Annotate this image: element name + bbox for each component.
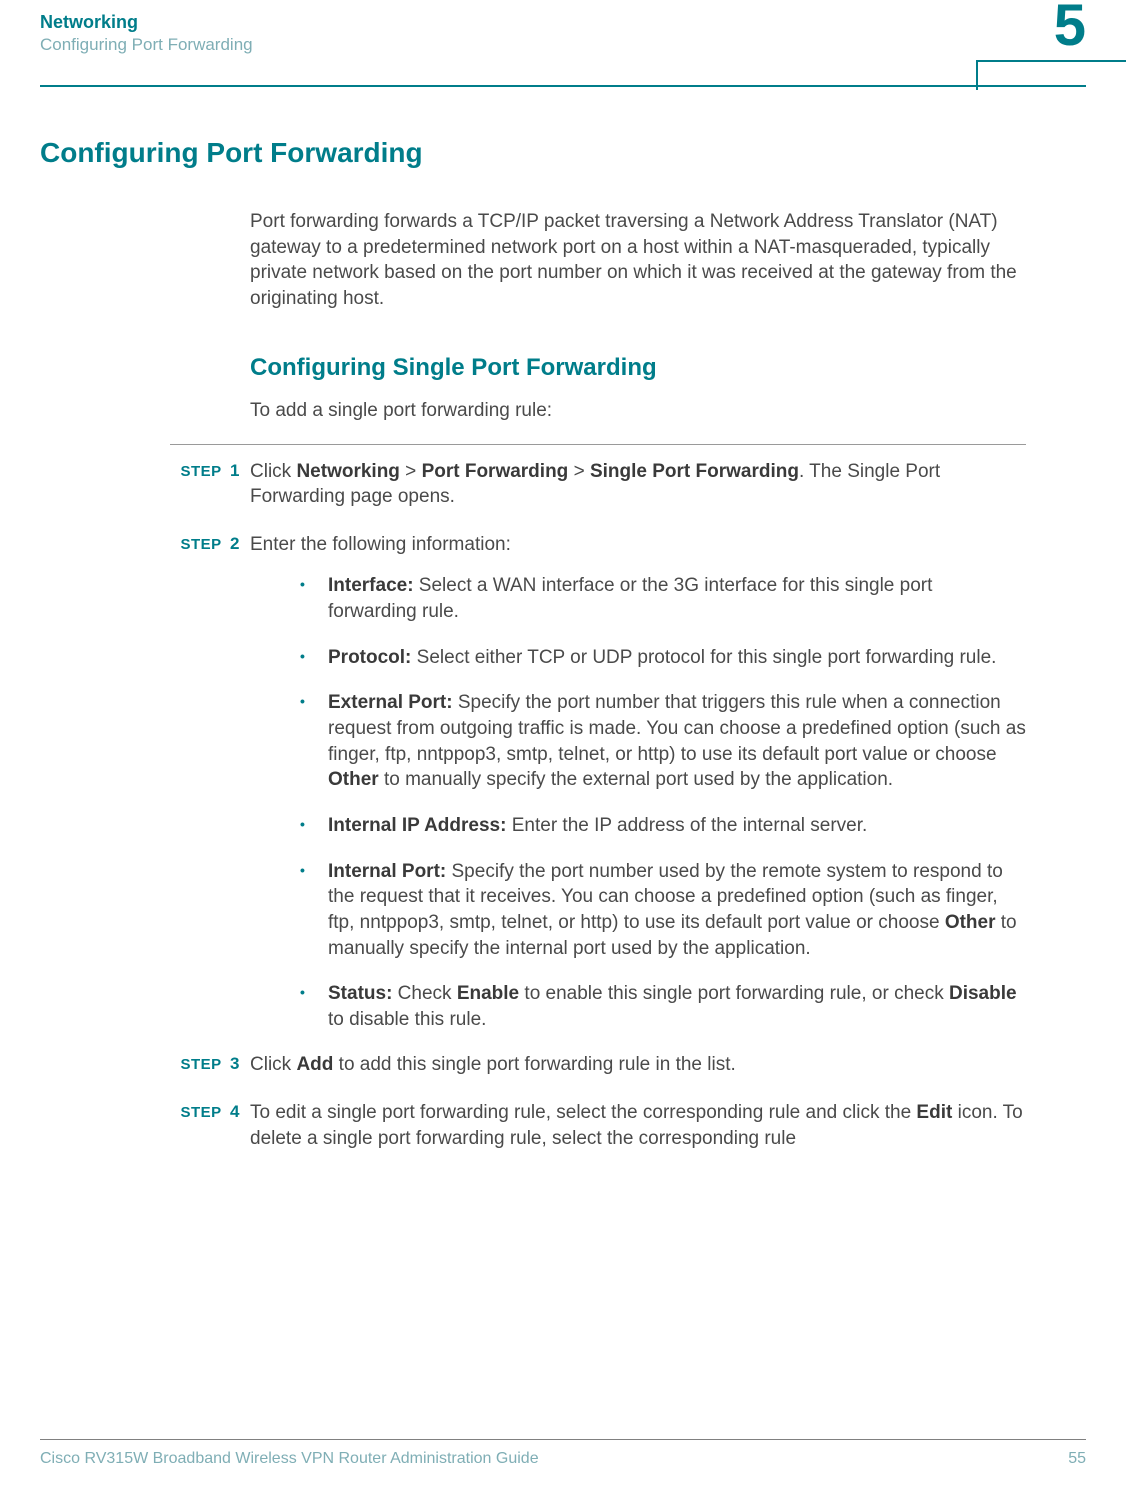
text-run: > (568, 461, 590, 482)
page-header: Networking Configuring Port Forwarding 5 (0, 0, 1126, 55)
text-run: Enter the following information: (250, 534, 511, 555)
subsection-title: Configuring Single Port Forwarding (250, 354, 1026, 382)
bullet-item: •Internal Port: Specify the port number … (300, 859, 1026, 962)
bullet-item: •Internal IP Address: Enter the IP addre… (300, 813, 1026, 839)
bold-text: Interface: (328, 575, 414, 596)
bullet-item: •Protocol: Select either TCP or UDP prot… (300, 645, 1026, 671)
header-section-subtitle: Configuring Port Forwarding (40, 35, 1086, 55)
bold-text: Other (328, 769, 379, 790)
text-run: Enter the IP address of the internal ser… (506, 815, 867, 836)
chapter-number: 5 (1054, 0, 1086, 59)
text-run: > (400, 461, 422, 482)
bullet-body: Protocol: Select either TCP or UDP proto… (328, 645, 1026, 671)
steps-list: STEP 1Click Networking > Port Forwarding… (40, 459, 1026, 1152)
step-label: STEP 3 (170, 1052, 250, 1078)
bold-text: External Port: (328, 692, 453, 713)
subsection-lead: To add a single port forwarding rule: (250, 400, 1026, 422)
bullet-item: •Interface: Select a WAN interface or th… (300, 573, 1026, 624)
step-row: STEP 3Click Add to add this single port … (40, 1052, 1026, 1078)
bold-text: Internal Port: (328, 861, 446, 882)
bold-text: Add (296, 1054, 333, 1075)
text-run: to manually specify the external port us… (379, 769, 893, 790)
bold-text: Enable (457, 983, 519, 1004)
bullet-list: •Interface: Select a WAN interface or th… (300, 573, 1026, 1032)
bullet-mark-icon: • (300, 690, 328, 793)
step-label: STEP 4 (170, 1100, 250, 1151)
bullet-mark-icon: • (300, 645, 328, 671)
text-run: Click (250, 461, 296, 482)
step-body: Click Networking > Port Forwarding > Sin… (250, 459, 1026, 510)
step-label: STEP 2 (170, 532, 250, 558)
step-row: STEP 4To edit a single port forwarding r… (40, 1100, 1026, 1151)
step-label: STEP 1 (170, 459, 250, 510)
text-run: Check (392, 983, 456, 1004)
step-body: Click Add to add this single port forwar… (250, 1052, 1026, 1078)
step-row: STEP 2Enter the following information: (40, 532, 1026, 558)
bold-text: Disable (949, 983, 1017, 1004)
page-content: Configuring Port Forwarding Port forward… (0, 87, 1126, 1151)
step-row: STEP 1Click Networking > Port Forwarding… (40, 459, 1026, 510)
bold-text: Port Forwarding (422, 461, 569, 482)
text-run: to enable this single port forwarding ru… (519, 983, 949, 1004)
bullet-mark-icon: • (300, 813, 328, 839)
footer-guide-title: Cisco RV315W Broadband Wireless VPN Rout… (40, 1450, 539, 1468)
bold-text: Single Port Forwarding (590, 461, 799, 482)
text-run: to disable this rule. (328, 1009, 486, 1030)
text-run: Select a WAN interface or the 3G interfa… (328, 575, 932, 622)
text-run: to add this single port forwarding rule … (333, 1054, 735, 1075)
bullet-mark-icon: • (300, 573, 328, 624)
bullet-body: Interface: Select a WAN interface or the… (328, 573, 1026, 624)
bold-text: Status: (328, 983, 392, 1004)
step-body: Enter the following information: (250, 532, 1026, 558)
bullet-body: Internal IP Address: Enter the IP addres… (328, 813, 1026, 839)
bold-text: Internal IP Address: (328, 815, 506, 836)
bullet-item: •External Port: Specify the port number … (300, 690, 1026, 793)
text-run: To edit a single port forwarding rule, s… (250, 1102, 916, 1123)
text-run: Select either TCP or UDP protocol for th… (411, 647, 996, 668)
bullet-body: Internal Port: Specify the port number u… (328, 859, 1026, 962)
bullet-item: •Status: Check Enable to enable this sin… (300, 981, 1026, 1032)
section-title: Configuring Port Forwarding (40, 137, 1026, 169)
bullet-body: External Port: Specify the port number t… (328, 690, 1026, 793)
chapter-corner-rule (976, 60, 1126, 90)
header-chapter-title: Networking (40, 12, 1086, 33)
steps-divider (170, 444, 1026, 445)
text-run: Click (250, 1054, 296, 1075)
bullet-mark-icon: • (300, 981, 328, 1032)
bold-text: Edit (916, 1102, 952, 1123)
bold-text: Protocol: (328, 647, 411, 668)
section-intro: Port forwarding forwards a TCP/IP packet… (250, 209, 1026, 312)
footer-page-number: 55 (1068, 1450, 1086, 1468)
page-footer: Cisco RV315W Broadband Wireless VPN Rout… (40, 1439, 1086, 1468)
bold-text: Other (945, 912, 996, 933)
step-body: To edit a single port forwarding rule, s… (250, 1100, 1026, 1151)
bullet-mark-icon: • (300, 859, 328, 962)
bold-text: Networking (296, 461, 399, 482)
bullet-body: Status: Check Enable to enable this sing… (328, 981, 1026, 1032)
